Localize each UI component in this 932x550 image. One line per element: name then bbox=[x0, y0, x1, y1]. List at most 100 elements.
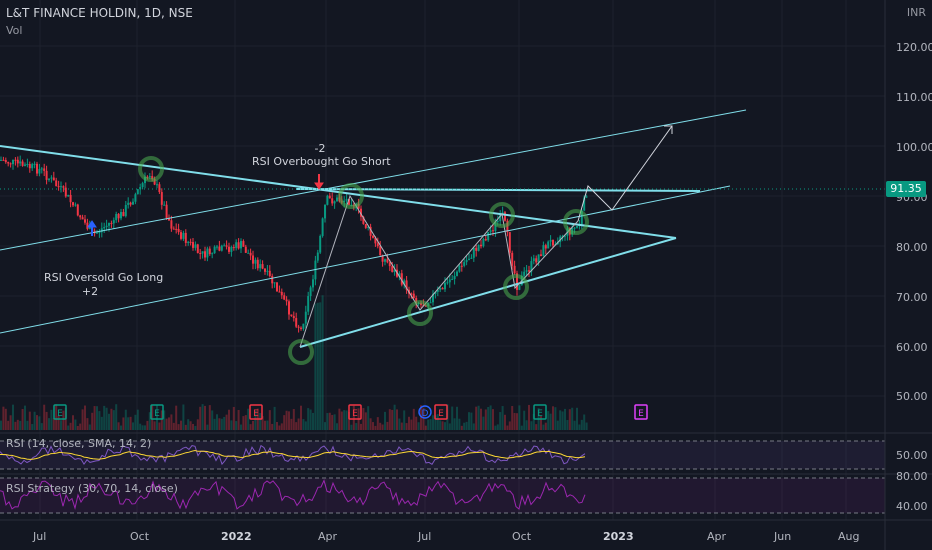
volume-bar bbox=[451, 406, 454, 430]
candle-body bbox=[124, 204, 127, 217]
candle-body bbox=[525, 270, 528, 272]
volume-bar bbox=[312, 412, 314, 430]
rsi-pane[interactable] bbox=[0, 440, 885, 470]
volume-bar bbox=[494, 425, 497, 430]
strategy-label[interactable]: RSI Strategy (30, 70, 14, close) bbox=[6, 482, 178, 495]
candle-body bbox=[213, 246, 216, 254]
symbol-title[interactable]: L&T FINANCE HOLDIN, 1D, NSE bbox=[6, 6, 193, 20]
volume-bar bbox=[465, 421, 468, 430]
earnings-marker[interactable]: E bbox=[634, 404, 648, 420]
volume-bar bbox=[307, 408, 310, 430]
candle-body bbox=[74, 204, 77, 206]
price-axis[interactable]: 120.00 110.00 100.00 90.00 80.00 70.00 6… bbox=[896, 41, 932, 513]
volume-bar bbox=[448, 423, 451, 430]
volume-bar bbox=[499, 412, 502, 430]
volume-bar bbox=[146, 420, 149, 430]
candle-body bbox=[43, 168, 46, 171]
resistance-line[interactable] bbox=[295, 188, 701, 192]
earnings-marker[interactable]: E bbox=[249, 404, 263, 420]
price-tick: 110.00 bbox=[896, 91, 932, 104]
candle-body bbox=[326, 195, 329, 205]
volume-bar bbox=[369, 418, 372, 430]
volume-bar bbox=[345, 410, 348, 430]
volume-bar bbox=[120, 425, 122, 430]
zigzag-path[interactable] bbox=[299, 194, 579, 348]
earnings-marker[interactable]: E bbox=[533, 404, 547, 420]
volume-label[interactable]: Vol bbox=[6, 24, 23, 37]
volume-bar bbox=[81, 409, 84, 430]
candle-body bbox=[189, 241, 192, 243]
candle-body bbox=[319, 235, 322, 253]
candle-body bbox=[434, 291, 437, 294]
candle-body bbox=[432, 293, 434, 303]
pivot-circle[interactable] bbox=[489, 202, 515, 228]
pivot-circle[interactable] bbox=[407, 300, 433, 326]
candle-body bbox=[280, 291, 283, 296]
volume-bar bbox=[180, 420, 182, 430]
volume-bar bbox=[2, 406, 5, 430]
candle-body bbox=[400, 273, 403, 285]
volume-bar bbox=[76, 425, 79, 430]
candle-body bbox=[470, 257, 473, 259]
volume-bar bbox=[475, 406, 478, 430]
channel-upper[interactable] bbox=[0, 109, 747, 251]
pivot-circle[interactable] bbox=[338, 183, 364, 209]
volume-bar bbox=[127, 417, 130, 430]
short-signal-arrow bbox=[314, 174, 324, 190]
time-label: Jun bbox=[773, 530, 791, 543]
candle-body bbox=[112, 220, 115, 224]
candle-body bbox=[580, 210, 583, 225]
volume-bar bbox=[396, 409, 398, 430]
volume-bar bbox=[544, 422, 547, 430]
candle-body bbox=[523, 271, 526, 276]
pivot-circles[interactable] bbox=[138, 156, 589, 365]
volume-bar bbox=[67, 425, 70, 430]
candle-body bbox=[360, 208, 362, 217]
candle-body bbox=[429, 302, 432, 304]
volume-bar bbox=[7, 420, 10, 430]
earnings-marker[interactable]: E bbox=[150, 404, 164, 420]
dividend-marker[interactable]: D bbox=[418, 405, 432, 419]
volume-bar bbox=[381, 424, 384, 430]
rsi-label[interactable]: RSI (14, close, SMA, 14, 2) bbox=[6, 437, 152, 450]
candle-body bbox=[369, 226, 372, 236]
candle-body bbox=[343, 200, 346, 203]
candle-body bbox=[472, 247, 475, 258]
ascending-trendline[interactable] bbox=[299, 237, 677, 348]
volume-bar bbox=[105, 407, 108, 430]
pivot-circle[interactable] bbox=[138, 156, 164, 182]
volume-bar bbox=[398, 418, 401, 430]
time-axis[interactable]: Jul Oct 2022 Apr Jul Oct 2023 Apr Jun Au… bbox=[32, 530, 859, 543]
volume-bar bbox=[144, 425, 146, 430]
strategy-pane[interactable] bbox=[0, 477, 885, 514]
candle-body bbox=[367, 226, 370, 228]
candle-body bbox=[31, 164, 34, 169]
candle-body bbox=[129, 202, 132, 205]
projection-path[interactable] bbox=[577, 125, 673, 222]
volume-bar bbox=[100, 416, 103, 430]
volume-bar bbox=[38, 416, 41, 430]
volume-bar bbox=[379, 422, 382, 430]
volume-bar bbox=[549, 413, 552, 430]
pivot-circle[interactable] bbox=[288, 339, 314, 365]
pivot-circle[interactable] bbox=[503, 274, 529, 300]
earnings-marker[interactable]: E bbox=[348, 404, 362, 420]
time-label: Jul bbox=[417, 530, 431, 543]
candle-body bbox=[237, 242, 240, 249]
volume-bar bbox=[530, 421, 533, 430]
channel-lower[interactable] bbox=[0, 185, 731, 334]
volume-bar bbox=[225, 414, 228, 430]
rsi-ma-line bbox=[0, 449, 586, 460]
volume-bar bbox=[300, 405, 302, 430]
earnings-marker[interactable]: E bbox=[53, 404, 67, 420]
volume-bar bbox=[244, 415, 247, 430]
pivot-circle[interactable] bbox=[563, 209, 589, 235]
candle-body bbox=[19, 161, 22, 164]
candle-body bbox=[552, 239, 554, 246]
volume-bar bbox=[523, 410, 526, 430]
volume-bar bbox=[295, 422, 298, 430]
volume-bar bbox=[124, 409, 127, 430]
earnings-marker[interactable]: E bbox=[434, 404, 448, 420]
